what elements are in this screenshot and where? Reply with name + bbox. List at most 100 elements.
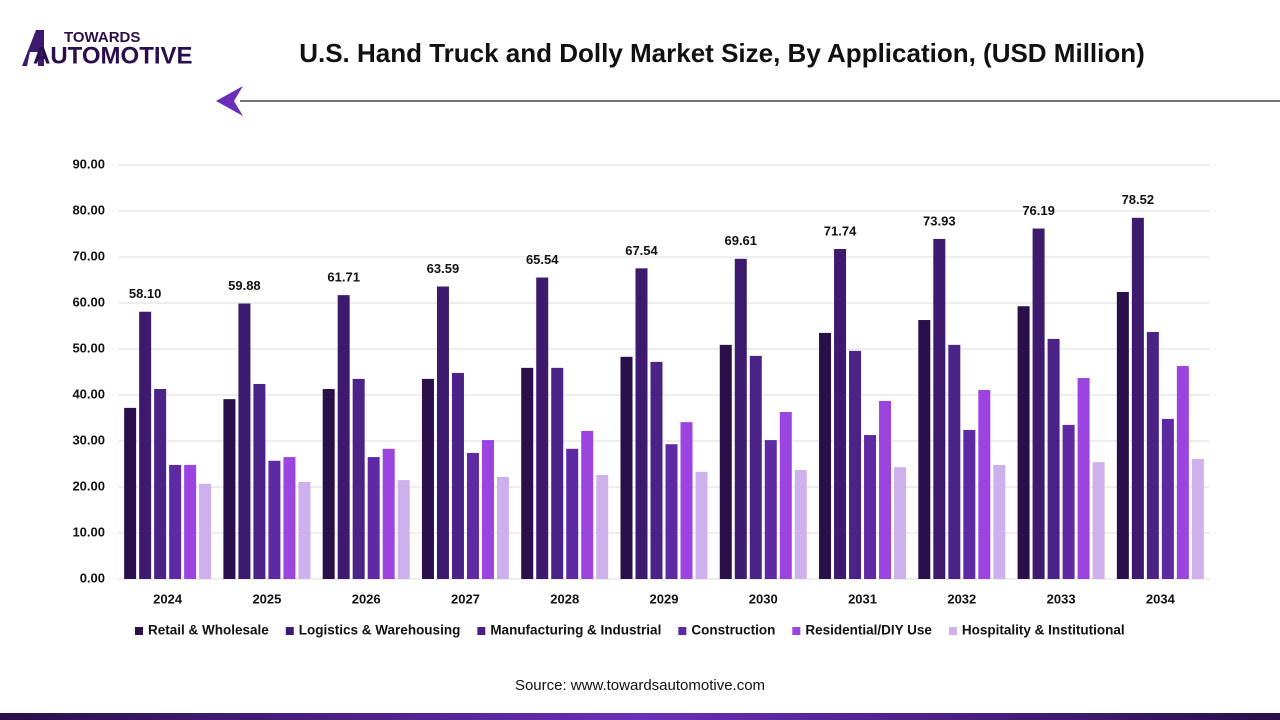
bar [849, 350, 862, 579]
bar [481, 440, 494, 579]
legend-swatch [792, 627, 801, 635]
bar [451, 372, 464, 579]
value-label: 67.54 [625, 243, 658, 258]
bar [337, 295, 350, 579]
bar [879, 400, 892, 579]
legend-label: Retail & Wholesale [148, 623, 269, 638]
x-tick-label: 2024 [153, 591, 183, 606]
bar [948, 344, 961, 579]
bar [268, 460, 281, 579]
source: Source: www.towardsautomotive.com [515, 677, 765, 694]
bar [283, 457, 296, 579]
x-tick-label: 2031 [848, 591, 877, 606]
legend-swatch [285, 627, 294, 635]
x-tick-label: 2033 [1047, 591, 1076, 606]
bar [1077, 377, 1090, 579]
y-tick-label: 60.00 [72, 294, 105, 309]
bar [864, 435, 877, 579]
bar [421, 378, 434, 579]
legend-label: Residential/DIY Use [805, 623, 932, 638]
bar [566, 448, 579, 579]
bar [596, 475, 609, 579]
bar [734, 258, 747, 579]
bar [581, 430, 594, 579]
legend-label: Manufacturing & Industrial [490, 623, 661, 638]
bar [124, 407, 137, 579]
bar [184, 464, 197, 579]
bar [1131, 217, 1144, 580]
value-label: 69.61 [724, 233, 757, 248]
legend-swatch [948, 627, 957, 635]
bar [794, 469, 807, 579]
bar [298, 481, 311, 579]
bar [1191, 458, 1204, 579]
y-tick-label: 90.00 [72, 156, 105, 171]
bar [933, 238, 946, 579]
legend-swatch [477, 627, 486, 635]
bar [620, 356, 633, 579]
bar [436, 286, 449, 579]
legend-label: Logistics & Warehousing [299, 623, 461, 638]
bar [894, 467, 907, 579]
logo: TOWARDS AUTOMOTIVE [22, 29, 193, 69]
value-label: 76.19 [1022, 203, 1055, 218]
logo-top: TOWARDS [64, 29, 140, 46]
bar [199, 483, 212, 579]
bar [1032, 228, 1045, 579]
x-tick-label: 2034 [1146, 591, 1176, 606]
value-label: 78.52 [1122, 192, 1155, 207]
bar [536, 277, 549, 579]
bar [139, 311, 152, 579]
legend-label: Construction [691, 623, 775, 638]
bar [993, 464, 1006, 579]
bar [695, 471, 708, 579]
value-label: 65.54 [526, 252, 559, 267]
x-tick-label: 2025 [252, 591, 281, 606]
x-tick-label: 2026 [352, 591, 381, 606]
bar [496, 476, 509, 579]
bar [397, 480, 410, 579]
x-tick-label: 2032 [947, 591, 976, 606]
bar [154, 389, 167, 579]
bar [779, 412, 792, 579]
value-label: 73.93 [923, 213, 956, 228]
bar [764, 440, 777, 579]
y-tick-label: 10.00 [72, 524, 105, 539]
x-tick-label: 2028 [550, 591, 579, 606]
logo-bottom: AUTOMOTIVE [33, 42, 193, 69]
bar [551, 367, 564, 579]
bar [1161, 418, 1174, 579]
y-tick-label: 40.00 [72, 386, 105, 401]
bar [978, 389, 991, 579]
value-label: 59.88 [228, 278, 261, 293]
value-label: 71.74 [824, 223, 857, 238]
x-tick-label: 2030 [749, 591, 778, 606]
bar [322, 389, 335, 579]
bar [819, 332, 832, 579]
bar [1047, 338, 1060, 579]
bar [223, 399, 236, 579]
header-arrow [216, 86, 243, 116]
bar [680, 422, 693, 579]
bar [466, 452, 479, 579]
bar [382, 448, 395, 579]
bar [521, 367, 534, 579]
bar [834, 248, 847, 579]
legend-swatch [678, 627, 687, 635]
bar [1092, 462, 1105, 579]
y-tick-label: 50.00 [72, 340, 105, 355]
bar [719, 344, 732, 579]
bar [1176, 366, 1189, 579]
bar [918, 320, 931, 579]
y-tick-label: 80.00 [72, 202, 105, 217]
bar [635, 268, 648, 579]
bar [238, 303, 251, 579]
bar [1062, 424, 1075, 579]
bar [253, 383, 266, 579]
bar [352, 378, 365, 579]
y-tick-label: 30.00 [72, 432, 105, 447]
bar [650, 361, 663, 579]
chart-title: U.S. Hand Truck and Dolly Market Size, B… [299, 38, 1145, 68]
x-tick-label: 2029 [650, 591, 679, 606]
